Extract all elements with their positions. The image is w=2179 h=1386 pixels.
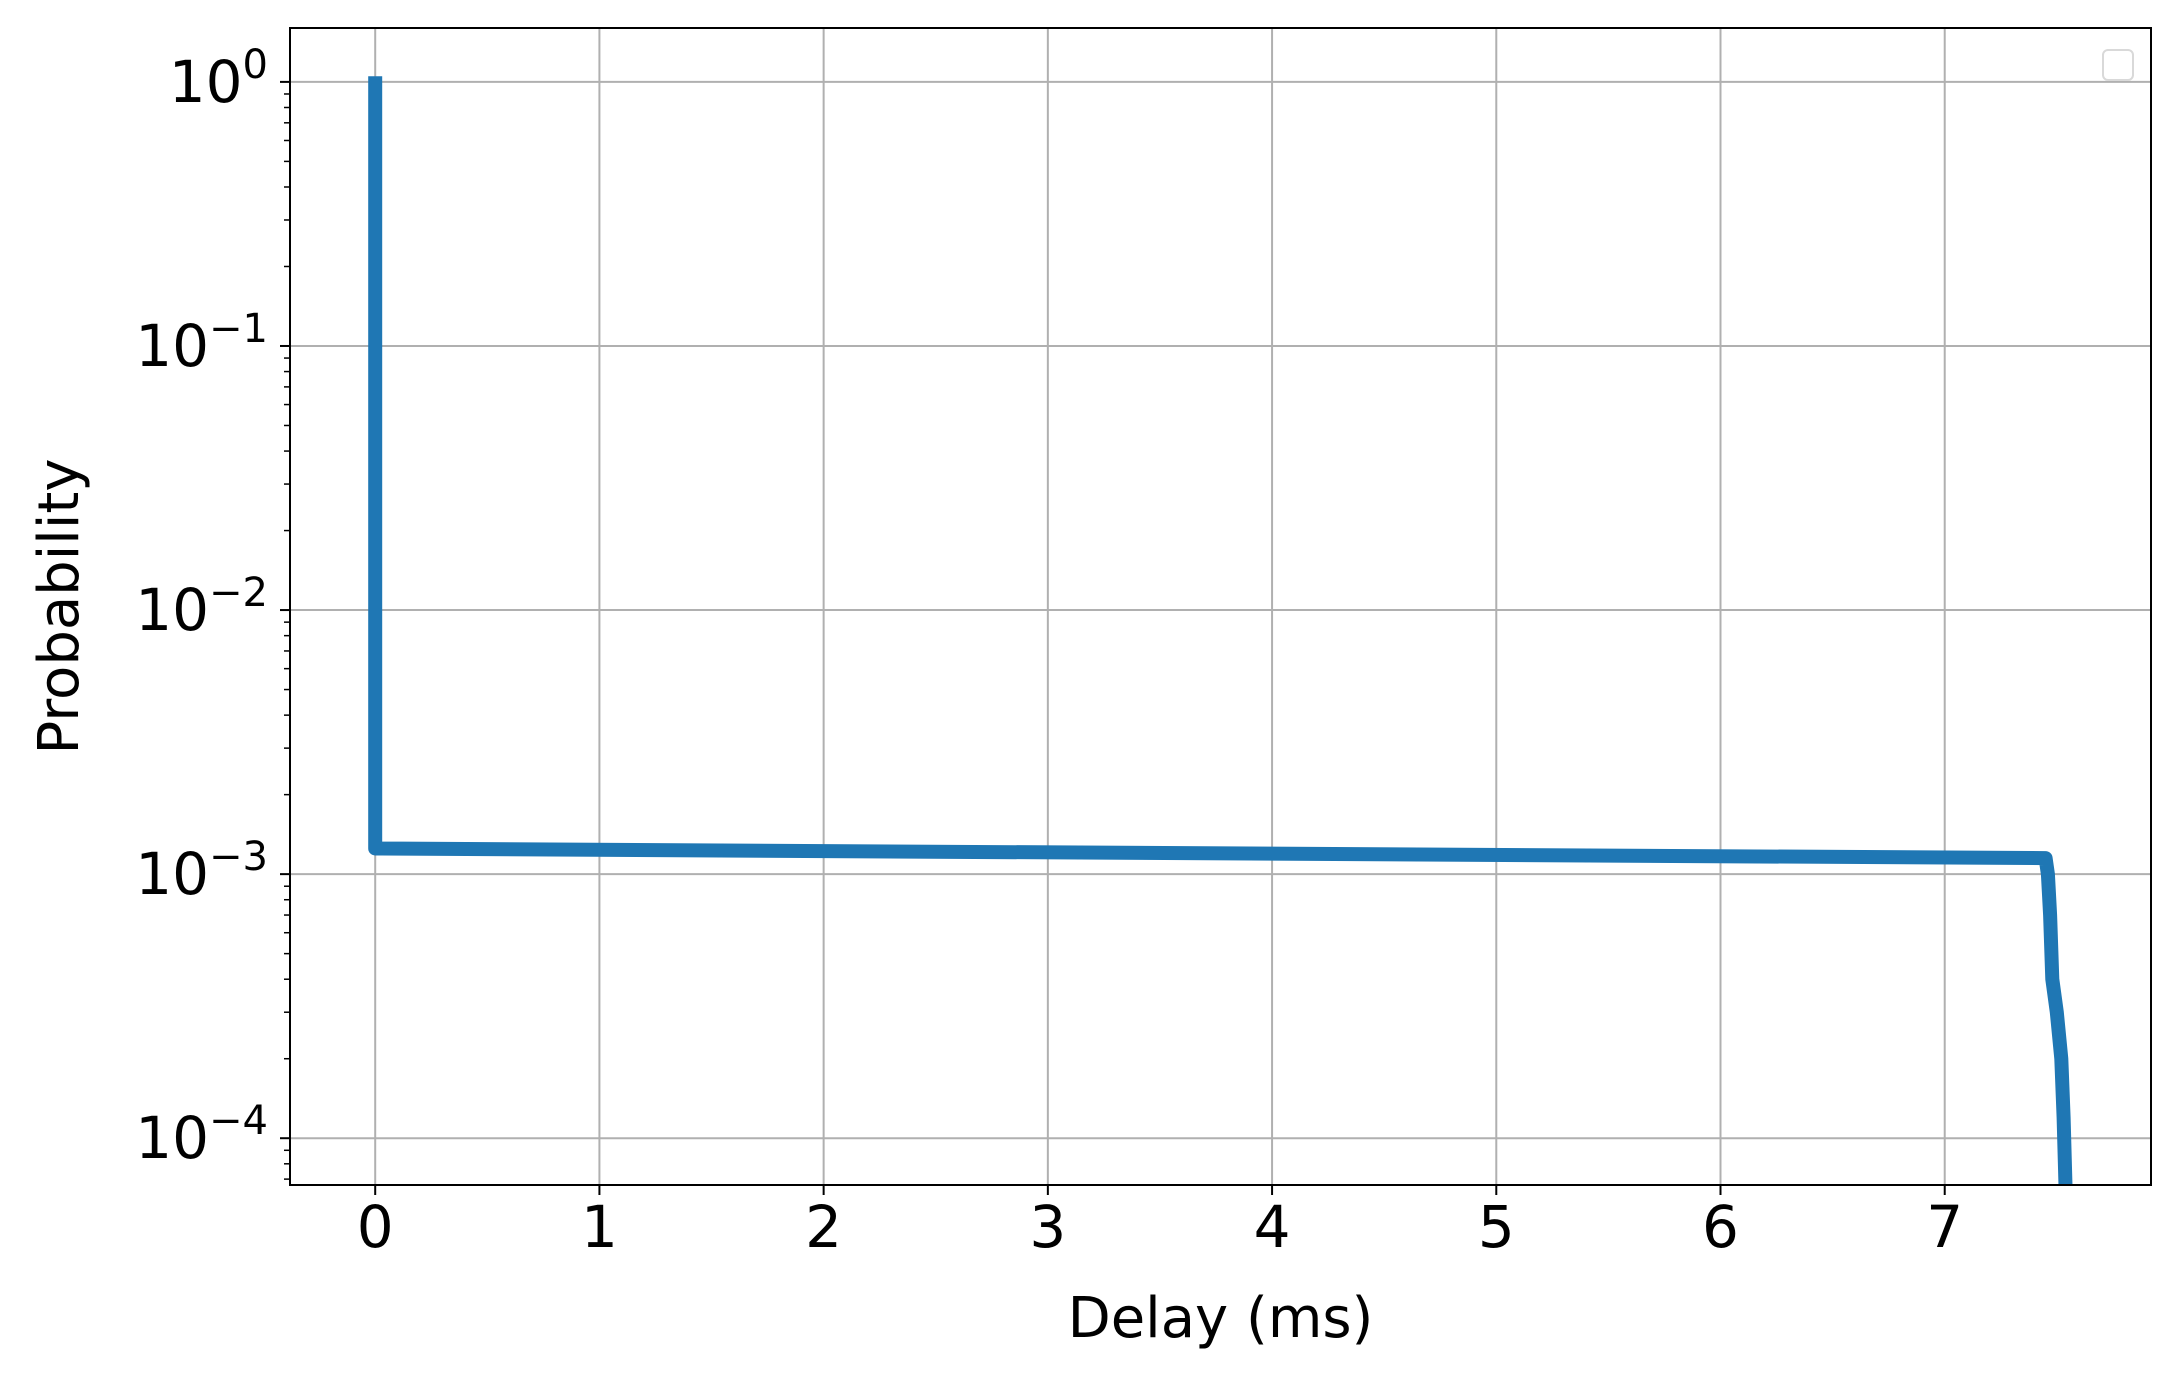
x-tick-label: 2 — [805, 1193, 842, 1261]
y-tick-label: 10−4 — [135, 1098, 268, 1172]
y-tick-label: 10−3 — [135, 834, 268, 908]
x-tick-label: 7 — [1926, 1193, 1963, 1261]
x-tick-label: 1 — [581, 1193, 618, 1261]
y-tick-label: 10−1 — [135, 306, 268, 380]
x-tick-label: 4 — [1254, 1193, 1291, 1261]
x-tick-label: 5 — [1478, 1193, 1515, 1261]
x-tick-label: 3 — [1029, 1193, 1066, 1261]
y-tick-label: 10−2 — [135, 570, 268, 644]
legend — [2102, 49, 2134, 81]
grid — [290, 28, 2151, 1185]
y-tick-label: 100 — [169, 42, 268, 116]
x-tick-label: 0 — [357, 1193, 394, 1261]
series-line — [368, 76, 2073, 1185]
y-axis-label: Probability — [27, 458, 92, 754]
x-axis-label: Delay (ms) — [1068, 1286, 1374, 1351]
legend-box — [2102, 49, 2134, 81]
series-layer — [368, 76, 2073, 1185]
plot-frame — [289, 27, 2152, 1186]
x-tick-label: 6 — [1702, 1193, 1739, 1261]
ticks: 0 1 2 3 4 5 6 7 100 10−1 10−2 10−3 10−4 — [135, 42, 1963, 1261]
